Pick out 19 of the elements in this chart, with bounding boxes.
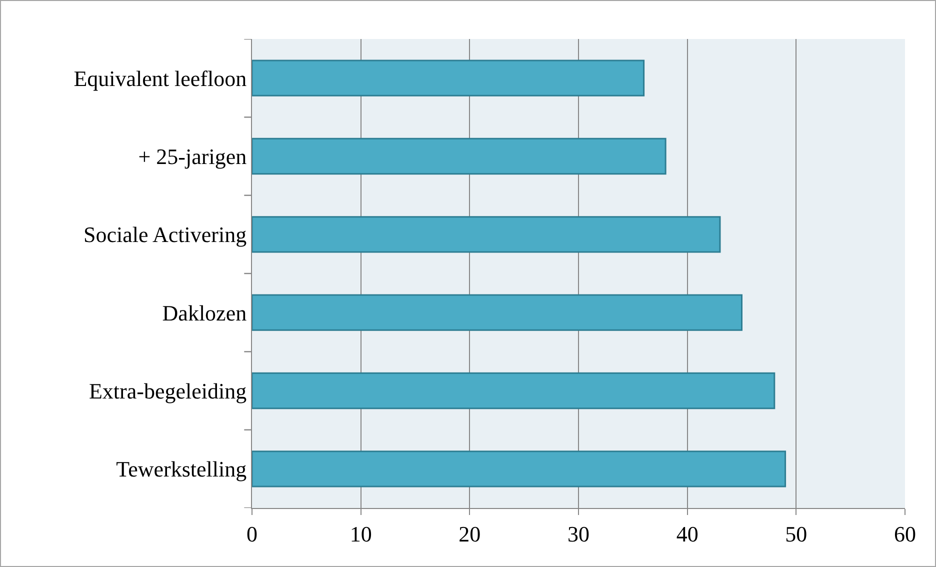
x-tick-label: 10	[350, 521, 372, 546]
x-tick-label: 40	[676, 521, 698, 546]
y-tick-label: Daklozen	[162, 300, 247, 326]
bar	[252, 216, 721, 253]
x-tick-label: 0	[246, 521, 258, 546]
y-tick-label: + 25-jarigen	[138, 144, 247, 169]
bar	[252, 450, 786, 488]
bar	[252, 372, 776, 410]
y-tick-label: Sociale Activering	[83, 222, 247, 248]
x-tick-label: 60	[894, 521, 916, 546]
x-tick-label: 20	[458, 521, 481, 546]
x-tick-label: 30	[568, 521, 590, 546]
bar	[252, 294, 742, 331]
y-tick-label: Equivalent leefloon	[74, 66, 247, 91]
y-tick-label: Tewerkstelling	[116, 456, 247, 482]
x-tick-label: 50	[785, 521, 808, 546]
bar	[252, 60, 645, 96]
y-tick-label: Extra-begeleiding	[88, 378, 247, 404]
bar	[252, 138, 666, 175]
